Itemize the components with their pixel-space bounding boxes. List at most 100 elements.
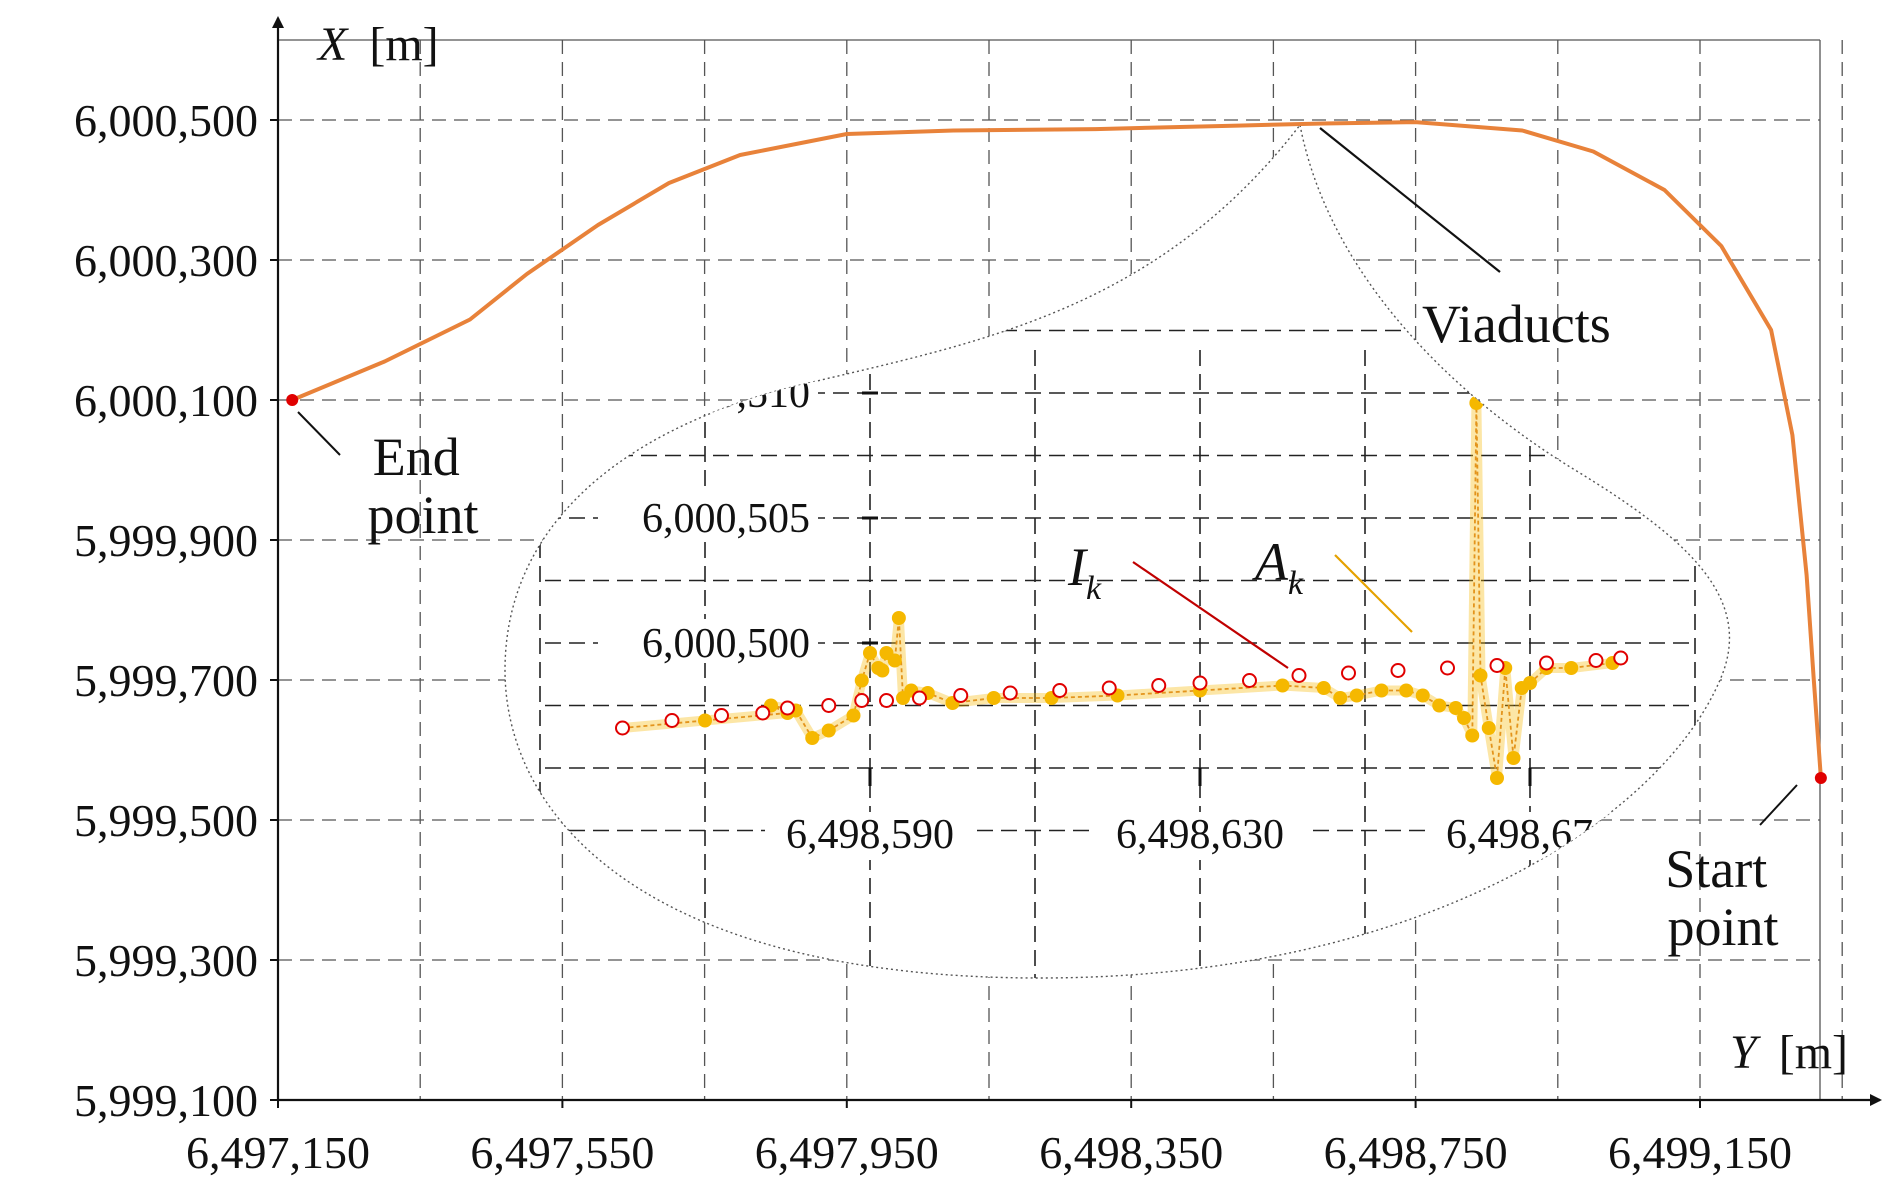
trajectory-line — [290, 120, 1823, 780]
y-tick-label: 5,999,900 — [74, 515, 258, 566]
inset-i-k-point — [1101, 680, 1117, 696]
inset-x-tick-label: 6,498,590 — [786, 812, 954, 858]
inset-a-k-point — [891, 611, 906, 625]
start-point-label: Start point — [1665, 839, 1781, 957]
inset-a-k-point — [863, 646, 877, 660]
inset-x-tick-bg — [765, 812, 975, 860]
inset-i-k-point — [1341, 665, 1356, 681]
inset-i-k-point — [1242, 673, 1257, 688]
y-axis-title: X [m] — [316, 18, 439, 71]
y-tick-label: 5,999,700 — [74, 655, 258, 706]
inset-i-k-point — [854, 693, 870, 708]
inset-a-k-point — [821, 723, 836, 738]
x-tick-label: 6,497,150 — [186, 1127, 370, 1178]
inset-i-k-point — [755, 705, 771, 721]
inset-a-k-point — [1316, 681, 1331, 695]
inset-content: 6,000,500 6,000,505 6,000,510 6,498,590 6,49… — [539, 329, 1696, 978]
inset-i-k-symbol: I — [1067, 537, 1089, 597]
viaducts-label: Viaducts — [1422, 294, 1611, 354]
inset-i-k-point — [1613, 650, 1629, 666]
inset-i-k-point — [1291, 668, 1307, 683]
inset-a-k-point — [1374, 683, 1389, 698]
end-point-leader — [297, 411, 341, 456]
inset-x-tick-bg — [1095, 812, 1305, 860]
y-tick-label: 6,000,300 — [74, 235, 258, 286]
x-axis-symbol: Y — [1730, 1026, 1761, 1079]
x-tick-label: 6,497,550 — [470, 1127, 654, 1178]
inset-a-k-point — [1523, 676, 1537, 690]
inset-i-k-label: Ik — [1067, 537, 1102, 607]
x-tick-label: 6,498,350 — [1039, 1127, 1223, 1178]
inset-i-k-sub: k — [1086, 570, 1102, 607]
inset-a-k-point — [1473, 668, 1488, 683]
inset-y-tick-label: 6,000,510 — [642, 371, 810, 417]
inset-i-k-point — [1192, 675, 1208, 691]
inset-a-k-point — [986, 691, 1001, 705]
inset-a-k-point — [1415, 688, 1430, 703]
inset-a-k-point — [1399, 683, 1414, 698]
x-tick-label: 6,499,150 — [1608, 1127, 1792, 1178]
inset-y-tick-label: 6,000,500 — [642, 621, 810, 667]
x-tick-label: 6,497,950 — [755, 1127, 939, 1178]
inset-y-tick-bg — [598, 619, 818, 663]
y-tick-label: 6,000,100 — [74, 375, 258, 426]
y-tick-label: 5,999,300 — [74, 935, 258, 986]
inset-i-k-point — [714, 708, 729, 723]
inset-a-k-point — [1457, 711, 1471, 725]
inset-a-k-point — [1349, 688, 1364, 703]
y-tick-label: 5,999,100 — [74, 1075, 258, 1126]
inset-a-k-leader — [1334, 554, 1413, 633]
inset: 6,000,500 6,000,505 6,000,510 6,498,590 6,49… — [504, 123, 1731, 979]
inset-i-k-point — [664, 713, 680, 728]
inset-x-tick-label: 6,498,670 — [1446, 812, 1614, 858]
viaducts-leader — [1319, 127, 1501, 273]
inset-a-k-point — [854, 673, 869, 688]
main-plot: 5,999,100 5,999,300 5,999,500 5,999,700 5,99… — [74, 95, 1827, 1178]
inset-i-k-point — [879, 693, 894, 708]
inset-a-k-point — [1481, 721, 1496, 735]
inset-i-k-point — [821, 698, 837, 713]
end-point-label-line1: End — [373, 427, 460, 487]
start-point-label-line1: Start — [1665, 839, 1767, 899]
start-point-label-line2: point — [1667, 897, 1778, 957]
inset-a-k-point — [1333, 691, 1348, 705]
inset-i-k-point — [615, 720, 630, 736]
y-axis-symbol: X — [316, 18, 349, 71]
inset-a-k-point — [846, 708, 861, 723]
inset-a-k-point — [1490, 771, 1504, 785]
start-point-marker — [1814, 772, 1827, 784]
inset-a-k-point — [1432, 698, 1447, 713]
inset-i-k-point — [1052, 683, 1068, 698]
inset-i-k-point — [1539, 655, 1554, 671]
inset-x-tick-label: 6,498,630 — [1116, 812, 1284, 858]
inset-a-k-point — [1275, 678, 1290, 693]
end-point-label: End point — [367, 427, 478, 545]
inset-a-k-point — [698, 713, 712, 728]
inset-i-k-point — [1151, 678, 1167, 693]
end-point-marker — [286, 394, 299, 406]
x-axis-unit: [m] — [1779, 1026, 1848, 1079]
y-axis-unit: [m] — [369, 18, 438, 71]
y-tick-label: 6,000,500 — [74, 95, 258, 146]
inset-i-k-point — [780, 700, 795, 716]
inset-a-k-point — [1564, 661, 1579, 675]
end-point-label-line2: point — [367, 485, 478, 545]
inset-a-k-point — [1506, 751, 1521, 765]
inset-a-k-symbol: A — [1252, 532, 1289, 592]
inset-i-k-point — [1440, 660, 1455, 676]
inset-y-tick-bg — [598, 494, 818, 538]
inset-i-k-point — [1002, 685, 1018, 701]
inset-a-k-point — [887, 653, 902, 668]
inset-y-tick-label: 6,000,505 — [642, 496, 810, 542]
inset-a-k-point — [875, 663, 890, 678]
x-tick-label: 6,498,750 — [1324, 1127, 1508, 1178]
inset-i-k-point — [1489, 658, 1505, 673]
inset-a-k-point — [805, 731, 820, 745]
x-axis-title: Y [m] — [1730, 1026, 1848, 1079]
inset-i-k-point — [953, 688, 969, 703]
inset-a-k-point — [1448, 701, 1463, 715]
inset-a-k-label: Ak — [1252, 532, 1304, 602]
y-tick-label: 5,999,500 — [74, 795, 258, 846]
inset-a-k-point — [1465, 728, 1480, 743]
